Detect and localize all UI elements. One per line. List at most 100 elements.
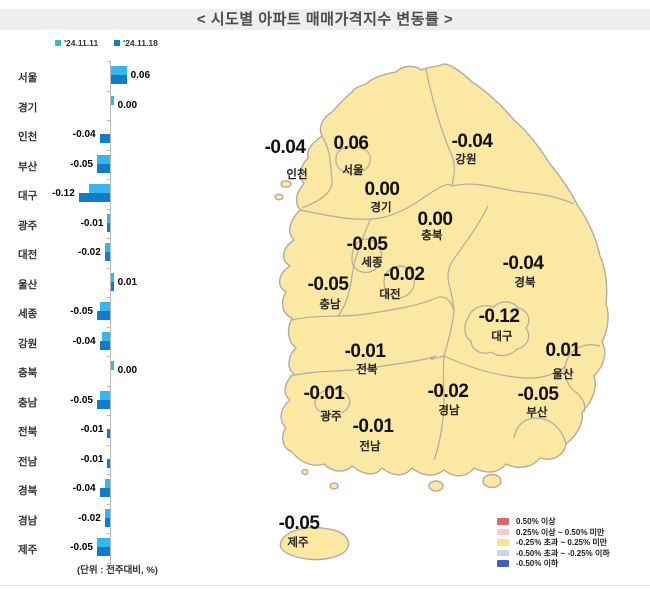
bar-chungnam-week2: [97, 399, 110, 409]
border-gyeongbuk-gyeongnam: [443, 355, 567, 379]
map-value-gyeongbuk: -0.04: [502, 253, 544, 274]
unit-note: (단위 : 전주대비, %): [77, 565, 158, 576]
axis-tick: [107, 533, 111, 535]
sejong-region: [351, 238, 383, 273]
y-axis-line: [110, 61, 111, 563]
border-gyeonggi-gangwon: [425, 68, 455, 187]
island-south-1: [329, 482, 339, 490]
map-value-jeju: -0.05: [278, 513, 320, 534]
bar-category-sejong: 세종: [18, 308, 38, 320]
map-legend-row: 0.25% 이상 ~ 0.50% 미만: [497, 528, 610, 537]
jeju-island: [279, 526, 350, 561]
bar-gyeongnam-week2: [104, 517, 110, 527]
axis-tick: [107, 385, 111, 387]
map-legend-swatch-icon: [497, 549, 509, 557]
bar-value-incheon: -0.04: [72, 129, 96, 140]
map-legend-label: -0.25% 초과 ~ 0.25% 미만: [516, 538, 608, 547]
axis-tick: [107, 503, 111, 505]
map-name-gyeonggi: 경기: [370, 202, 392, 214]
bar-value-busan: -0.05: [70, 158, 93, 170]
border-chungbuk-gyeongbuk: [447, 205, 489, 313]
map-legend-label: 0.50% 이상: [516, 517, 556, 526]
border-gangwon-south: [451, 183, 575, 205]
map-value-daejeon: -0.02: [383, 264, 425, 285]
map-color-legend: 0.50% 이상 0.25% 이상 ~ 0.50% 미만 -0.25% 초과 ~ 0…: [497, 517, 610, 568]
axis-tick: [107, 267, 111, 269]
bar-gyeonggi-week1: [111, 95, 114, 105]
bar-jeju-week2: [97, 547, 110, 556]
map-legend-row: -0.25% 초과 ~ 0.25% 미만: [497, 538, 610, 547]
map-legend-swatch-icon: [497, 539, 509, 546]
map-name-daegu: 대구: [491, 331, 513, 343]
map-name-jeju: 제주: [287, 537, 309, 549]
korea-map: [274, 63, 609, 561]
bar-gangwon-week2: [99, 340, 110, 350]
map-name-jeonnam: 전남: [359, 441, 381, 453]
map-legend-swatch-icon: [497, 518, 509, 525]
bottom-divider: [0, 585, 650, 586]
axis-tick: [107, 179, 111, 181]
bar-category-daejeon: 대전: [18, 249, 38, 261]
map-name-incheon: 인천: [286, 169, 308, 181]
series-legend-item: '24.11.18: [114, 38, 158, 48]
bar-value-jeju: -0.05: [70, 542, 93, 553]
border-busan: [513, 417, 567, 445]
bar-category-busan: 부산: [18, 160, 38, 173]
chart-series-legend: '24.11.11 '24.11.18: [55, 38, 158, 48]
page-title: < 시도별 아파트 매매가격지수 변동률 >: [0, 9, 650, 30]
map-name-gyeongnam: 경남: [438, 405, 460, 417]
bar-jeonbuk-week2: [107, 429, 110, 438]
bar-busan-week2: [97, 163, 110, 173]
mainland-group: [274, 63, 609, 561]
bar-value-daejeon: -0.02: [78, 247, 101, 258]
bar-daegu-week1: [89, 184, 110, 193]
island-west-2: [274, 193, 284, 201]
island-geoje: [482, 473, 502, 489]
axis-tick: [107, 208, 111, 210]
island-west-1: [280, 180, 292, 188]
island-south-2: [301, 468, 309, 476]
map-value-gyeonggi: 0.00: [364, 179, 400, 200]
axis-tick: [107, 61, 111, 63]
bar-sejong-week2: [97, 311, 110, 320]
bar-value-jeonbuk: -0.01: [80, 424, 104, 435]
daejeon-region: [383, 265, 415, 299]
bar-category-incheon: 인천: [18, 131, 38, 143]
bar-value-jeonnam: -0.01: [80, 453, 104, 465]
axis-tick: [107, 238, 111, 240]
bar-value-seoul: 0.06: [130, 70, 151, 81]
bar-gyeongbuk-week2: [99, 488, 110, 497]
border-jeonbuk-north: [291, 296, 455, 321]
map-name-busan: 부산: [526, 407, 548, 419]
bar-category-daegu: 대구: [18, 190, 38, 202]
series-legend-label: '24.11.18: [123, 38, 158, 48]
bar-jeonnam-week2: [107, 458, 110, 468]
map-legend-row: -0.50% 이하: [497, 559, 610, 568]
bar-gangwon-week1: [102, 331, 110, 341]
map-name-daejeon: 대전: [379, 289, 401, 301]
bar-value-gyeongbuk: -0.04: [72, 483, 96, 494]
bar-value-daegu: -0.12: [52, 188, 75, 199]
bar-daejeon-week2: [104, 252, 110, 261]
gwangju-region: [314, 388, 351, 415]
bar-category-jeonnam: 전남: [18, 455, 38, 468]
series-legend-label: '24.11.11: [64, 38, 99, 48]
bar-value-sejong: -0.05: [70, 306, 93, 317]
bar-daejeon-week1: [104, 243, 110, 252]
map-name-chungbuk: 충북: [421, 230, 443, 242]
bar-value-gyeongnam: -0.02: [78, 512, 101, 524]
map-legend-swatch-icon: [497, 560, 509, 567]
axis-tick: [107, 297, 111, 299]
map-name-sejong: 세종: [361, 257, 383, 269]
axis-tick: [107, 444, 111, 446]
bar-category-jeju: 제주: [18, 544, 38, 556]
island-namhae: [428, 480, 444, 492]
map-name-ulsan: 울산: [552, 369, 574, 381]
bar-category-chungbuk: 충북: [18, 367, 38, 379]
series-swatch-icon: [55, 40, 61, 46]
series-swatch-icon: [114, 40, 121, 46]
map-value-gwangju: -0.01: [303, 383, 345, 404]
bar-value-gangwon: -0.04: [72, 335, 96, 347]
bar-category-gangwon: 강원: [18, 337, 38, 350]
bar-value-gyeonggi: 0.00: [117, 99, 138, 111]
